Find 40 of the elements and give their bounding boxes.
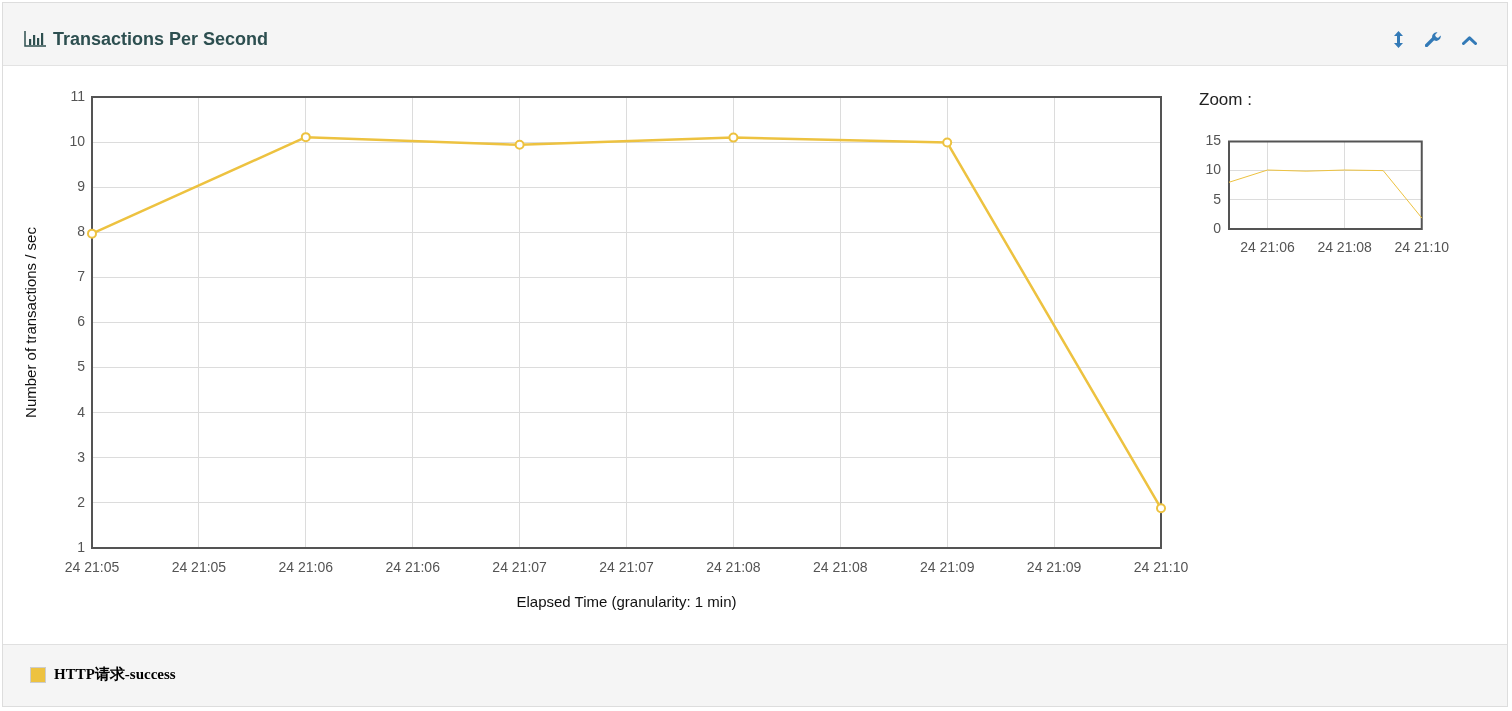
x-tick-label: 24 21:07 <box>492 559 548 576</box>
x-tick-label: 24 21:10 <box>1133 559 1189 576</box>
point <box>942 137 953 148</box>
chart-title: Zoom : <box>1199 89 1252 111</box>
y-tick-label: 10 <box>69 132 86 149</box>
y-tick-label: 9 <box>77 178 86 195</box>
y-tick-label: 8 <box>77 223 86 240</box>
y-tick-label: 7 <box>77 268 86 285</box>
y-tick-label: 3 <box>77 448 86 465</box>
y-tick-label: 6 <box>77 313 86 330</box>
point <box>1156 503 1166 514</box>
point <box>300 132 311 143</box>
x-tick-label: 24 21:08 <box>706 559 761 576</box>
x-tick-label: 24 21:06 <box>278 559 334 576</box>
x-tick-label: 24 21:09 <box>1026 559 1082 576</box>
y-tick-label: 1 <box>77 538 86 555</box>
y-tick-label: 4 <box>77 403 86 420</box>
y-tick-label: 11 <box>70 87 86 104</box>
point <box>87 228 97 239</box>
x-tick-label: 24 21:05 <box>64 559 120 576</box>
x-tick-label: 24 21:06 <box>385 559 441 576</box>
y-tick-label: 15 <box>1205 132 1222 149</box>
x-tick-label: 24 21:09 <box>919 559 975 576</box>
y-tick-label: 0 <box>1213 219 1222 236</box>
y-tick-label: 5 <box>1213 190 1222 207</box>
x-axis-title: Elapsed Time (granularity: 1 min) <box>516 593 737 611</box>
x-tick-label: 24 21:07 <box>599 559 654 576</box>
x-tick-label: 24 21:10 <box>1394 239 1450 256</box>
x-tick-label: 24 21:05 <box>171 559 227 576</box>
y-tick-label: 2 <box>77 493 86 510</box>
x-tick-label: 24 21:08 <box>1317 239 1373 256</box>
y-tick-label: 5 <box>77 358 86 375</box>
chart-title: Transactions Per Second <box>53 28 269 50</box>
point <box>728 132 739 143</box>
x-tick-label: 24 21:06 <box>1240 239 1296 256</box>
y-axis-title: Number of transactions / sec <box>22 226 40 418</box>
legend-label: HTTP请求-success <box>54 665 176 684</box>
y-tick-label: 10 <box>1205 161 1222 178</box>
point <box>514 139 525 150</box>
x-tick-label: 24 21:08 <box>813 559 868 576</box>
